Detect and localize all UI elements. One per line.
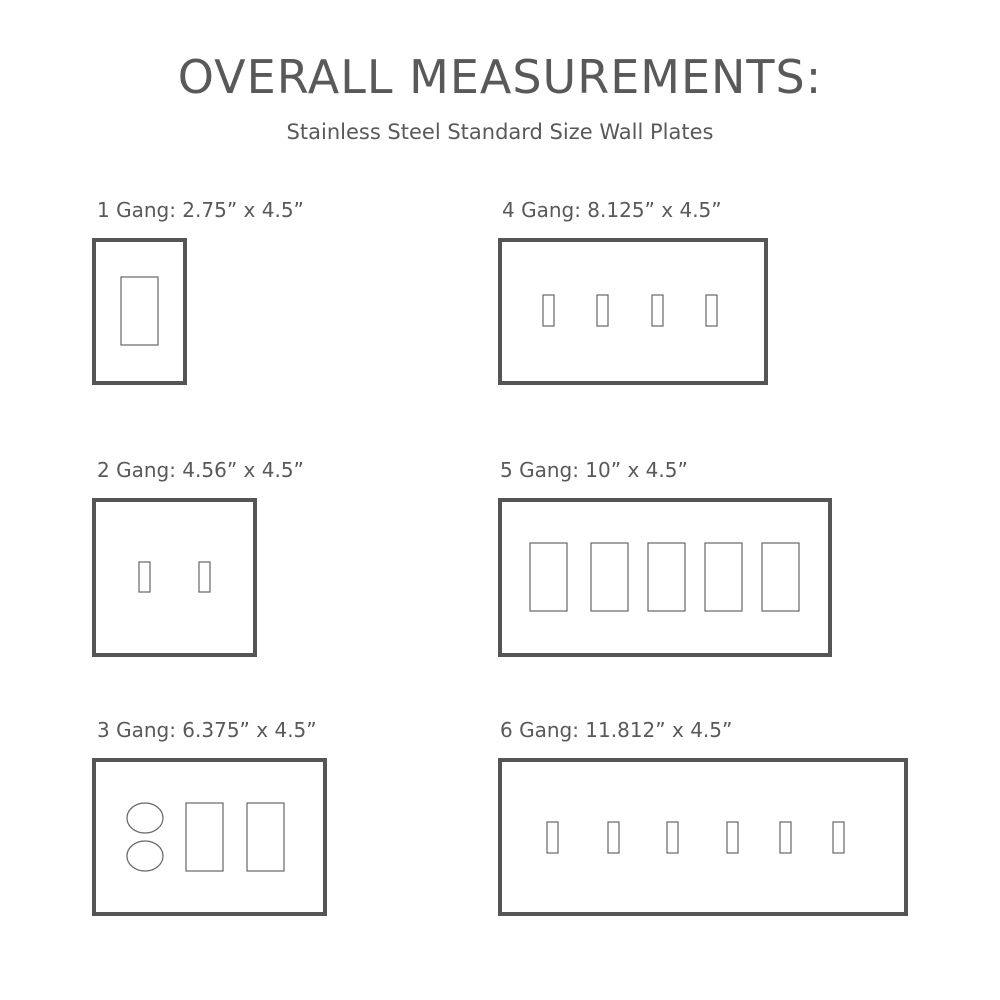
plate-6-gang [498, 758, 908, 916]
toggle-cutout [542, 294, 555, 327]
plate-label-6-gang: 6 Gang: 11.812” x 4.5” [500, 718, 733, 742]
decora-cutout [761, 542, 800, 612]
plate-5-gang [498, 498, 832, 657]
plate-4-gang [498, 238, 768, 385]
duplex-outlet-cutout-top [126, 802, 164, 834]
plate-2-gang [92, 498, 257, 657]
toggle-cutout [138, 561, 151, 593]
toggle-cutout [779, 821, 792, 854]
page-title: OVERALL MEASUREMENTS: [177, 50, 823, 104]
toggle-cutout [546, 821, 559, 854]
decora-cutout [120, 276, 159, 346]
toggle-cutout [198, 561, 211, 593]
plate-label-3-gang: 3 Gang: 6.375” x 4.5” [97, 718, 317, 742]
page-subtitle: Stainless Steel Standard Size Wall Plate… [286, 120, 714, 144]
decora-cutout [529, 542, 568, 612]
toggle-cutout [596, 294, 609, 327]
plate-label-1-gang: 1 Gang: 2.75” x 4.5” [97, 198, 304, 222]
toggle-cutout [651, 294, 664, 327]
toggle-cutout [832, 821, 845, 854]
duplex-outlet-cutout-bottom [126, 840, 164, 872]
plate-label-4-gang: 4 Gang: 8.125” x 4.5” [502, 198, 722, 222]
toggle-cutout [726, 821, 739, 854]
toggle-cutout [607, 821, 620, 854]
toggle-cutout [705, 294, 718, 327]
plate-1-gang [92, 238, 187, 385]
plate-label-2-gang: 2 Gang: 4.56” x 4.5” [97, 458, 304, 482]
toggle-cutout [666, 821, 679, 854]
decora-cutout [185, 802, 224, 872]
decora-cutout [246, 802, 285, 872]
decora-cutout [704, 542, 743, 612]
plate-label-5-gang: 5 Gang: 10” x 4.5” [500, 458, 688, 482]
plate-3-gang [92, 758, 327, 916]
decora-cutout [647, 542, 686, 612]
decora-cutout [590, 542, 629, 612]
